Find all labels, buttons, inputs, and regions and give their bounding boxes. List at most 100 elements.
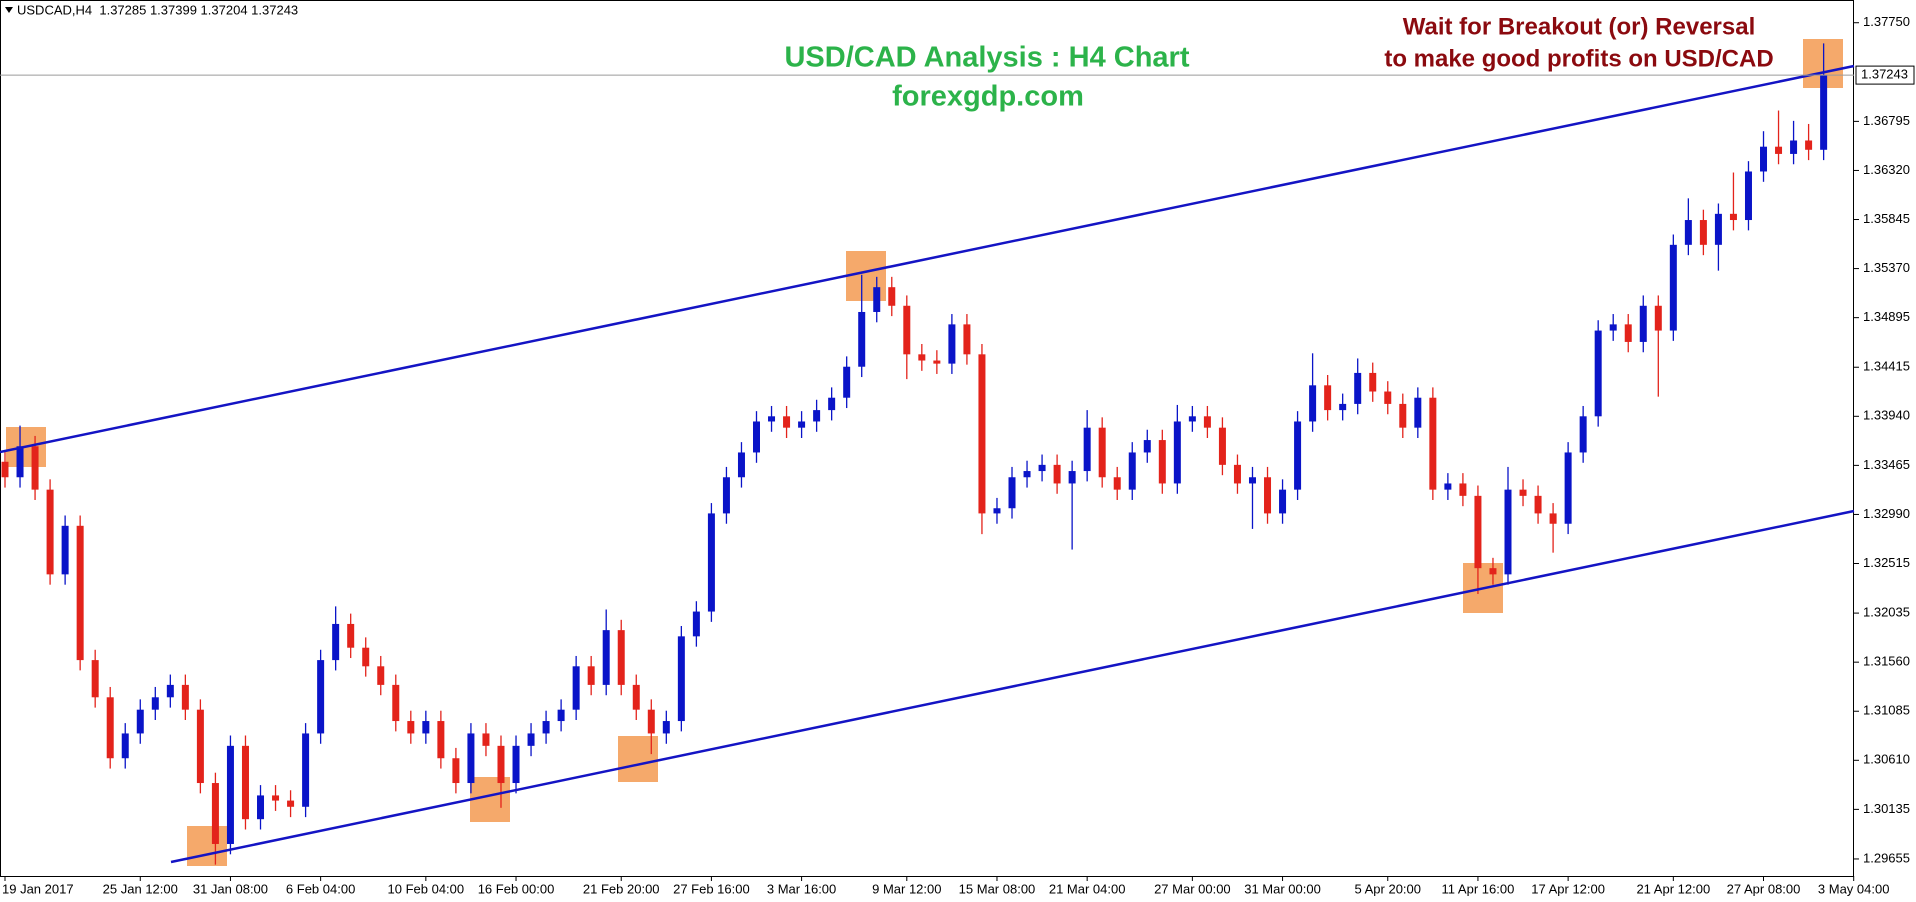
candle-body <box>422 721 430 734</box>
candle-body <box>768 416 776 422</box>
candle-body <box>1068 471 1076 484</box>
candle-body <box>1173 421 1181 484</box>
candle-body <box>1 461 9 478</box>
y-tick-label: 1.32035 <box>1863 605 1910 620</box>
candle-body <box>332 623 340 661</box>
candle-body <box>1384 391 1392 404</box>
candle-body <box>1790 140 1798 154</box>
x-tick-label: 25 Jan 12:00 <box>103 881 178 896</box>
candle-body <box>1775 146 1783 154</box>
candle-body <box>302 733 310 807</box>
x-tick-label: 19 Jan 2017 <box>2 881 74 896</box>
candle-body <box>692 611 700 637</box>
candle-body <box>482 733 490 746</box>
x-tick-label: 10 Feb 04:00 <box>388 881 465 896</box>
candle-body <box>1444 483 1452 490</box>
symbol-header: USDCAD,H4 1.37285 1.37399 1.37204 1.3724… <box>17 2 298 17</box>
candle-body <box>1158 440 1166 484</box>
candles <box>1 43 1828 865</box>
candle-body <box>783 416 791 428</box>
x-tick-label: 15 Mar 08:00 <box>959 881 1036 896</box>
candle-body <box>61 525 69 575</box>
candle-body <box>587 666 595 685</box>
y-tick-label: 1.34895 <box>1863 309 1910 324</box>
candle-body <box>1609 324 1617 331</box>
candle-body <box>798 421 806 428</box>
candle-body <box>452 758 460 784</box>
y-tick-label: 1.33940 <box>1863 408 1910 423</box>
current-price-box <box>1855 65 1915 85</box>
candle-body <box>1474 495 1482 569</box>
candle-body <box>121 733 129 759</box>
candle-body <box>392 684 400 722</box>
candle-body <box>557 709 565 722</box>
highlight-box <box>187 826 227 866</box>
candle-body <box>407 721 415 734</box>
candle-body <box>1369 372 1377 392</box>
candle-body <box>918 354 926 361</box>
candle-body <box>963 324 971 355</box>
x-tick-label: 5 Apr 20:00 <box>1355 881 1422 896</box>
candle-body <box>888 287 896 306</box>
candle-body <box>467 733 475 784</box>
candle-body <box>31 446 39 490</box>
candle-body <box>1233 464 1241 484</box>
x-tick-label: 21 Feb 20:00 <box>583 881 660 896</box>
candle-body <box>1113 477 1121 490</box>
annotation: Wait for Breakout (or) Reversal <box>1403 13 1756 40</box>
candle-body <box>1729 213 1737 221</box>
candle-body <box>196 709 204 784</box>
candle-body <box>617 630 625 685</box>
candle-body <box>106 697 114 759</box>
y-tick-label: 1.30610 <box>1863 752 1910 767</box>
candle-body <box>1038 464 1046 472</box>
candle-body <box>91 660 99 698</box>
candle-body <box>1639 305 1647 342</box>
candle-body <box>1669 244 1677 331</box>
candle-body <box>1579 416 1587 453</box>
candle-body <box>1699 220 1707 245</box>
candle-body <box>1760 146 1768 172</box>
candle-body <box>497 745 505 784</box>
candle-body <box>1324 385 1332 411</box>
candle-body <box>151 697 159 710</box>
x-tick-label: 3 Mar 16:00 <box>767 881 836 896</box>
candle-body <box>527 733 535 746</box>
candle-body <box>737 452 745 478</box>
candle-body <box>181 684 189 710</box>
candle-body <box>753 421 760 453</box>
candle-body <box>1218 427 1226 465</box>
candle-body <box>1519 489 1527 496</box>
candle-body <box>662 721 670 734</box>
candle-body <box>1008 477 1016 509</box>
candle-body <box>1294 421 1302 490</box>
candle-body <box>1594 330 1602 417</box>
candle-body <box>1744 171 1752 221</box>
candle-body <box>1684 220 1692 245</box>
candle-body <box>722 477 730 514</box>
candle-body <box>993 508 1001 514</box>
candle-body <box>1023 471 1031 478</box>
candle-body <box>1309 385 1317 422</box>
candle-body <box>1098 427 1106 478</box>
y-tick-label: 1.29655 <box>1863 850 1910 865</box>
y-tick-label: 1.32515 <box>1863 555 1910 570</box>
candle-body <box>632 684 640 710</box>
candle-body <box>1459 483 1467 496</box>
candle-body <box>377 666 385 685</box>
x-tick-label: 27 Mar 00:00 <box>1154 881 1231 896</box>
candle-body <box>136 709 144 734</box>
candle-body <box>16 446 24 478</box>
chart-title: USD/CAD Analysis : H4 Chart <box>784 42 1189 74</box>
x-tick-label: 31 Mar 00:00 <box>1244 881 1321 896</box>
candle-body <box>978 354 986 514</box>
lower-trend-line <box>170 509 1855 864</box>
y-tick-label: 1.31560 <box>1863 654 1910 669</box>
candle-body <box>572 666 580 710</box>
candle-body <box>903 305 911 355</box>
candle-body <box>602 630 610 685</box>
annotation: to make good profits on USD/CAD <box>1384 45 1773 72</box>
candle-body <box>1504 489 1512 575</box>
candle-body <box>512 745 520 784</box>
